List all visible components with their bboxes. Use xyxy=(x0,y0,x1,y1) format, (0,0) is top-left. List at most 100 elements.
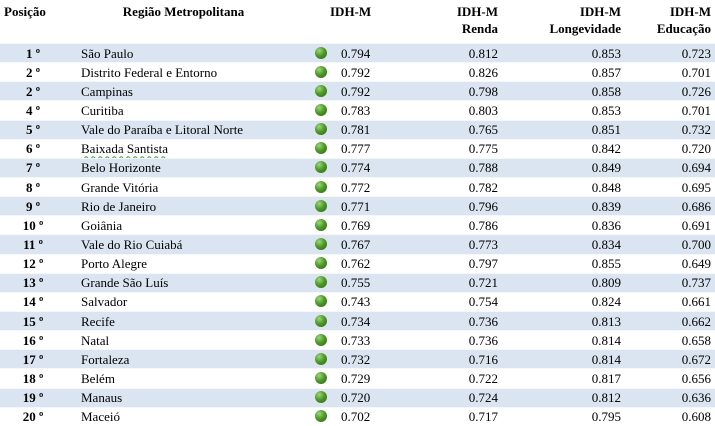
region-cell: Fortaleza xyxy=(68,349,299,369)
header-idh-m: IDH-M xyxy=(299,0,410,44)
region-cell: São Paulo xyxy=(68,42,299,63)
position-cell: 4 º xyxy=(0,100,68,121)
position-cell: 2 º xyxy=(0,81,68,101)
header-idh-m-renda-line2: Renda xyxy=(461,21,498,36)
table-row: 2 º Campinas 0.792 0.798 0.858 0.726 xyxy=(0,81,715,101)
idh-m-value: 0.743 xyxy=(341,294,371,310)
table-row: 13 º Grande São Luís 0.755 0.721 0.809 0.737 xyxy=(0,272,715,293)
header-idh-m-educacao-line2: Educação xyxy=(656,21,711,36)
position-cell: 14 º xyxy=(0,291,68,312)
idh-m-educacao-cell: 0.701 xyxy=(625,62,715,82)
region-name: Grande Vitória xyxy=(81,179,159,195)
region-name: Belém xyxy=(81,370,115,386)
position-cell: 11 º xyxy=(0,234,68,255)
region-name: Rio de Janeiro xyxy=(81,198,157,214)
header-region: Região Metropolitana xyxy=(68,0,299,44)
table-row: 10 º Goiânia 0.769 0.786 0.836 0.691 xyxy=(0,215,715,235)
idh-m-educacao-cell: 0.658 xyxy=(625,330,715,350)
green-circle-icon xyxy=(315,237,327,250)
region-name: Campinas xyxy=(81,83,133,99)
green-circle-icon xyxy=(315,103,327,116)
idh-m-cell: 0.743 xyxy=(299,291,410,312)
idh-m-renda-cell: 0.736 xyxy=(410,330,502,350)
idh-m-value: 0.729 xyxy=(341,370,371,386)
region-name: Distrito Federal e Entorno xyxy=(81,64,218,80)
idh-m-longevidade-cell: 0.849 xyxy=(502,157,625,178)
idh-m-educacao-cell: 0.691 xyxy=(625,215,715,235)
header-row: Posição Região Metropolitana IDH-M IDH-M… xyxy=(0,0,715,44)
position-cell: 18 º xyxy=(0,368,68,389)
idh-m-cell: 0.733 xyxy=(299,330,410,350)
idh-m-renda-cell: 0.775 xyxy=(410,138,502,159)
idh-m-longevidade-cell: 0.853 xyxy=(502,100,625,121)
green-circle-icon xyxy=(315,257,327,270)
idh-m-longevidade-cell: 0.848 xyxy=(502,176,625,197)
idh-m-renda-cell: 0.721 xyxy=(410,272,502,293)
idh-m-educacao-cell: 0.661 xyxy=(625,291,715,312)
position-cell: 19 º xyxy=(0,387,68,408)
region-name: Curitiba xyxy=(81,102,124,118)
idh-m-educacao-cell: 0.662 xyxy=(625,310,715,331)
table-row: 18 º Belém 0.729 0.722 0.817 0.656 xyxy=(0,368,715,389)
idh-m-value: 0.771 xyxy=(341,198,371,214)
idh-m-longevidade-cell: 0.855 xyxy=(502,253,625,274)
idh-m-educacao-cell: 0.700 xyxy=(625,234,715,255)
idh-m-renda-cell: 0.803 xyxy=(410,100,502,121)
green-circle-icon xyxy=(315,180,327,193)
idh-m-renda-cell: 0.765 xyxy=(410,119,502,140)
idh-m-value: 0.732 xyxy=(341,351,371,367)
idh-m-longevidade-cell: 0.857 xyxy=(502,62,625,82)
idh-m-cell: 0.772 xyxy=(299,176,410,197)
region-cell: Rio de Janeiro xyxy=(68,196,299,216)
green-circle-icon xyxy=(315,314,327,327)
region-cell: Campinas xyxy=(68,81,299,101)
header-idh-m-longevidade-line2: Longevidade xyxy=(549,21,621,36)
idh-m-value: 0.762 xyxy=(341,256,371,272)
idh-m-value: 0.772 xyxy=(341,179,371,195)
region-name: Porto Alegre xyxy=(81,256,148,272)
idh-m-educacao-cell: 0.649 xyxy=(625,253,715,274)
idh-m-renda-cell: 0.786 xyxy=(410,215,502,235)
region-name: Salvador xyxy=(81,294,128,310)
region-name: Vale do Paraíba e Litoral Norte xyxy=(81,122,244,138)
idh-m-cell: 0.774 xyxy=(299,157,410,178)
position-cell: 20 º xyxy=(0,406,68,426)
region-cell: Baixada Santista xyxy=(68,138,299,159)
idh-m-cell: 0.734 xyxy=(299,310,410,331)
green-circle-icon xyxy=(315,410,327,423)
idh-m-value: 0.767 xyxy=(341,236,371,252)
position-cell: 2 º xyxy=(0,62,68,82)
position-cell: 1 º xyxy=(0,42,68,63)
region-cell: Salvador xyxy=(68,291,299,312)
idh-m-cell: 0.732 xyxy=(299,349,410,369)
table-row: 7 º Belo Horizonte 0.774 0.788 0.849 0.694 xyxy=(0,157,715,178)
header-idh-m-longevidade: IDH-M Longevidade xyxy=(502,0,625,44)
idh-m-educacao-cell: 0.732 xyxy=(625,119,715,140)
idh-m-educacao-cell: 0.720 xyxy=(625,138,715,159)
position-cell: 13 º xyxy=(0,272,68,293)
idh-m-cell: 0.762 xyxy=(299,253,410,274)
position-cell: 9 º xyxy=(0,196,68,216)
position-cell: 12 º xyxy=(0,253,68,274)
idh-m-longevidade-cell: 0.813 xyxy=(502,310,625,331)
idh-m-cell: 0.729 xyxy=(299,368,410,389)
region-name: São Paulo xyxy=(81,45,134,61)
table-row: 2 º Distrito Federal e Entorno 0.792 0.826 0… xyxy=(0,62,715,82)
header-idh-m-renda: IDH-M Renda xyxy=(410,0,502,44)
header-idh-m-renda-line1: IDH-M xyxy=(456,4,498,19)
idh-m-longevidade-cell: 0.795 xyxy=(502,406,625,426)
table-row: 5 º Vale do Paraíba e Litoral Norte 0.781 0… xyxy=(0,119,715,140)
idh-m-renda-cell: 0.754 xyxy=(410,291,502,312)
idh-m-renda-cell: 0.796 xyxy=(410,196,502,216)
table-header: Posição Região Metropolitana IDH-M IDH-M… xyxy=(0,0,715,44)
table-row: 19 º Manaus 0.720 0.724 0.812 0.636 xyxy=(0,387,715,408)
idh-m-cell: 0.702 xyxy=(299,406,410,426)
idh-m-longevidade-cell: 0.812 xyxy=(502,387,625,408)
idh-m-renda-cell: 0.812 xyxy=(410,42,502,63)
idh-m-longevidade-cell: 0.853 xyxy=(502,42,625,63)
table-row: 9 º Rio de Janeiro 0.771 0.796 0.839 0.686 xyxy=(0,196,715,216)
position-cell: 15 º xyxy=(0,310,68,331)
table-row: 16 º Natal 0.733 0.736 0.814 0.658 xyxy=(0,330,715,350)
idh-m-renda-cell: 0.716 xyxy=(410,349,502,369)
idh-m-renda-cell: 0.797 xyxy=(410,253,502,274)
